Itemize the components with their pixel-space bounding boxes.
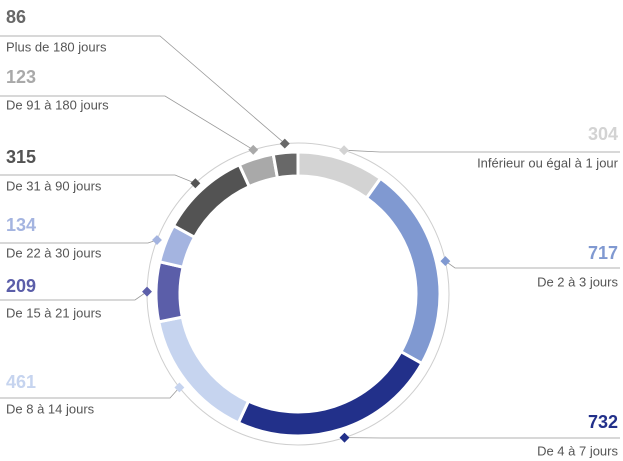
marker xyxy=(142,286,152,297)
leader-line xyxy=(0,291,148,301)
marker xyxy=(440,256,451,267)
leader-line xyxy=(344,149,620,153)
category-label: De 91 à 180 jours xyxy=(6,97,109,112)
donut-segment xyxy=(156,315,251,425)
value-label: 732 xyxy=(588,412,618,432)
category-label: Plus de 180 jours xyxy=(6,39,107,54)
outer-ring xyxy=(146,142,450,446)
category-label: De 15 à 21 jours xyxy=(6,305,102,320)
leader-line xyxy=(0,174,196,184)
category-label: Inférieur ou égal à 1 jour xyxy=(477,155,619,170)
value-label: 461 xyxy=(6,372,36,392)
marker xyxy=(339,145,350,156)
donut-segment xyxy=(171,162,252,240)
category-label: De 2 à 3 jours xyxy=(537,274,618,289)
value-label: 304 xyxy=(588,124,618,144)
donut-segment xyxy=(296,150,383,201)
donut-segment xyxy=(271,150,300,180)
value-label: 123 xyxy=(6,67,36,87)
value-label: 209 xyxy=(6,276,36,296)
leader-line xyxy=(0,95,254,151)
category-label: De 22 à 30 jours xyxy=(6,245,102,260)
marker xyxy=(339,432,350,443)
category-label: De 31 à 90 jours xyxy=(6,178,102,193)
category-label: De 8 à 14 jours xyxy=(6,401,95,416)
donut-segment xyxy=(236,349,424,438)
leader-line xyxy=(445,260,620,269)
marker xyxy=(174,382,185,393)
leader-line xyxy=(0,387,180,399)
value-label: 315 xyxy=(6,147,36,167)
value-label: 134 xyxy=(6,215,36,235)
leader-line xyxy=(0,239,158,244)
marker xyxy=(279,138,290,149)
category-label: De 4 à 7 jours xyxy=(537,443,618,458)
value-label: 717 xyxy=(588,243,618,263)
donut-segment xyxy=(154,259,185,324)
value-label: 86 xyxy=(6,7,26,27)
donut-segment xyxy=(364,176,442,366)
leader-line xyxy=(0,35,286,144)
marker xyxy=(190,178,201,189)
marker xyxy=(248,144,259,155)
marker xyxy=(152,235,162,245)
